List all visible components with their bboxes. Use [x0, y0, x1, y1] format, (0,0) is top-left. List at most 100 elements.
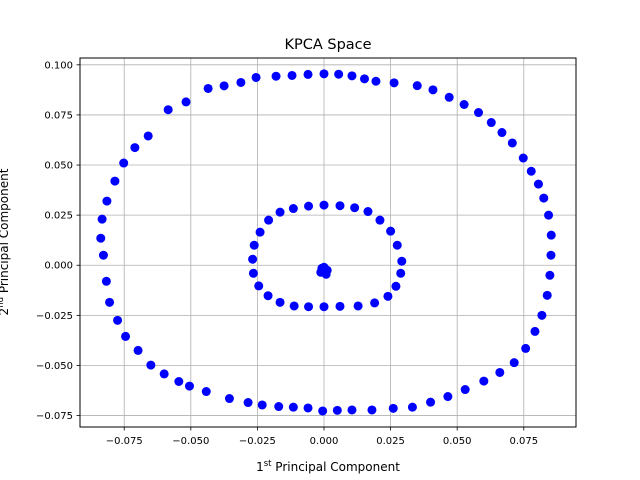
- scatter-point: [526, 166, 536, 176]
- scatter-point: [174, 377, 184, 387]
- scatter-point: [507, 138, 517, 148]
- scatter-point: [319, 69, 329, 79]
- scatter-point: [264, 215, 274, 225]
- scatter-point: [303, 69, 313, 79]
- scatter-point: [224, 394, 234, 404]
- scatter-point: [275, 207, 285, 217]
- scatter-point: [407, 402, 417, 412]
- chart-title: KPCA Space: [284, 37, 371, 53]
- scatter-point: [303, 403, 313, 413]
- scatter-point: [428, 85, 438, 95]
- scatter-point: [539, 193, 549, 203]
- scatter-point: [184, 381, 194, 391]
- y-axis-label: 2nd Principal Component: [0, 168, 11, 315]
- scatter-point: [479, 376, 489, 386]
- scatter-point: [251, 72, 261, 82]
- scatter-point: [110, 176, 120, 186]
- scatter-point: [304, 201, 314, 211]
- scatter-point: [163, 105, 173, 115]
- scatter-point: [287, 70, 297, 80]
- scatter-point: [101, 276, 111, 286]
- scatter-point: [530, 326, 540, 336]
- y-tick-label: 0.025: [44, 211, 73, 222]
- scatter-point: [121, 331, 131, 341]
- y-axis-label-ordinal: 2: [0, 308, 11, 316]
- scatter-point: [98, 250, 108, 260]
- scatter-point: [257, 400, 267, 410]
- scatter-point: [367, 405, 377, 415]
- scatter-point: [263, 291, 273, 301]
- scatter-point: [375, 215, 385, 225]
- scatter-point: [317, 263, 327, 273]
- scatter-point: [102, 196, 112, 206]
- scatter-point: [412, 81, 422, 91]
- scatter-point: [391, 281, 401, 291]
- scatter-point: [254, 281, 264, 291]
- scatter-point: [486, 118, 496, 128]
- scatter-point: [546, 230, 556, 240]
- scatter-point: [353, 301, 363, 311]
- y-tick-label: −0.075: [36, 411, 73, 422]
- scatter-point: [275, 297, 285, 307]
- scatter-point: [288, 204, 298, 214]
- y-tick-label: 0.050: [44, 161, 73, 172]
- y-tick-label: 0.000: [44, 261, 73, 272]
- scatter-point: [546, 250, 556, 260]
- scatter-point: [459, 100, 469, 110]
- scatter-point: [474, 108, 484, 118]
- scatter-point: [334, 69, 344, 79]
- scatter-point: [392, 240, 402, 250]
- scatter-point: [363, 207, 373, 217]
- scatter-point: [347, 71, 357, 81]
- scatter-point: [105, 297, 115, 307]
- scatter-point: [347, 405, 357, 415]
- scatter-point: [143, 131, 153, 141]
- scatter-point: [318, 406, 328, 416]
- scatter-point: [248, 254, 258, 264]
- scatter-point: [332, 405, 342, 415]
- scatter-point: [371, 76, 381, 86]
- scatter-point: [319, 302, 329, 312]
- scatter-point: [397, 256, 407, 266]
- scatter-point: [288, 402, 298, 412]
- scatter-point: [443, 392, 453, 402]
- scatter-point: [383, 291, 393, 301]
- x-tick-label: 0.075: [509, 436, 538, 447]
- scatter-point: [289, 301, 299, 311]
- scatter-point: [497, 128, 507, 138]
- scatter-point: [146, 360, 156, 370]
- x-axis-label-ordinal: 1: [256, 460, 264, 474]
- scatter-point: [521, 343, 531, 353]
- y-axis-label-superscript: nd: [0, 297, 6, 308]
- scatter-point: [203, 83, 213, 93]
- scatter-point: [542, 290, 552, 300]
- x-tick-label: 0.025: [376, 436, 405, 447]
- scatter-point: [96, 233, 106, 243]
- scatter-point: [304, 302, 314, 312]
- scatter-point: [181, 97, 191, 107]
- y-tick-label: −0.050: [36, 361, 73, 372]
- scatter-point: [460, 385, 470, 395]
- scatter-point: [518, 153, 528, 163]
- x-tick-label: 0.000: [310, 436, 339, 447]
- scatter-point: [255, 227, 265, 237]
- y-axis-label-text: Principal Component: [0, 168, 11, 297]
- scatter-point: [249, 240, 259, 250]
- scatter-point: [444, 92, 454, 102]
- scatter-point: [119, 158, 129, 168]
- x-tick-label: −0.075: [106, 436, 143, 447]
- scatter-point: [130, 143, 140, 153]
- axes-frame: [79, 57, 577, 428]
- y-tick-label: −0.025: [36, 311, 73, 322]
- scatter-point: [201, 387, 211, 397]
- scatter-point: [133, 345, 143, 355]
- scatter-point: [274, 402, 284, 412]
- scatter-point: [426, 397, 436, 407]
- scatter-point: [544, 210, 554, 220]
- scatter-point: [335, 201, 345, 211]
- scatter-point: [243, 398, 253, 408]
- scatter-point: [396, 268, 406, 278]
- scatter-point: [350, 203, 360, 213]
- scatter-point: [533, 179, 543, 189]
